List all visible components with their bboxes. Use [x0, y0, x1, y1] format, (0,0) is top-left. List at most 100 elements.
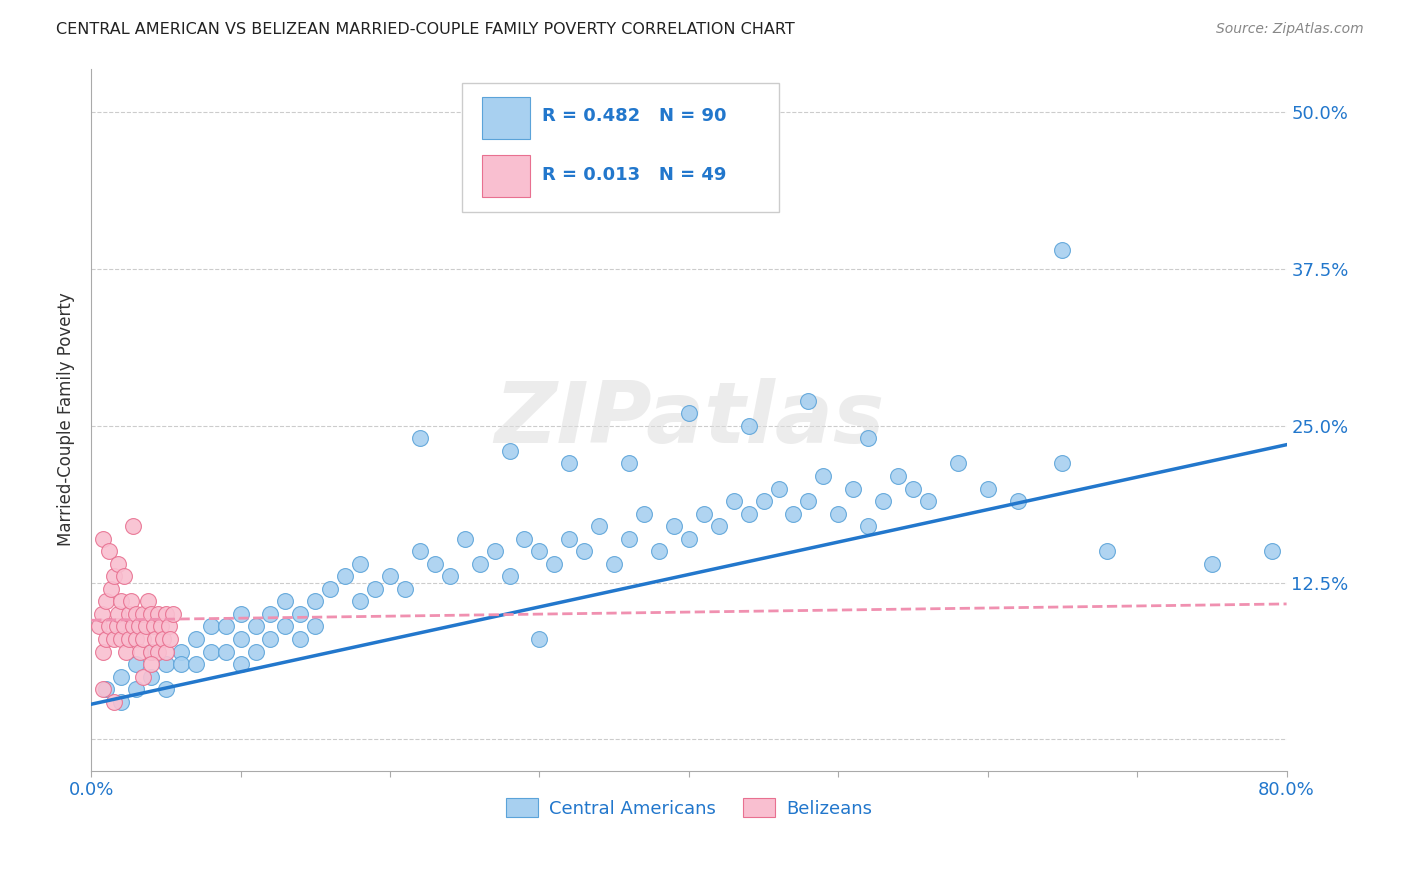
Text: CENTRAL AMERICAN VS BELIZEAN MARRIED-COUPLE FAMILY POVERTY CORRELATION CHART: CENTRAL AMERICAN VS BELIZEAN MARRIED-COU… [56, 22, 794, 37]
Point [125, 682, 148, 697]
Point [588, 519, 610, 533]
Point [132, 670, 155, 684]
Point [139, 657, 162, 672]
Point [290, 607, 312, 621]
Point [114, 644, 136, 658]
Point [259, 607, 281, 621]
Legend: Central Americans, Belizeans: Central Americans, Belizeans [498, 791, 879, 825]
Point [797, 393, 820, 408]
Text: Source: ZipAtlas.com: Source: ZipAtlas.com [1216, 22, 1364, 37]
Point [737, 418, 759, 433]
Point [87, 619, 110, 633]
Point [139, 670, 162, 684]
Point [128, 619, 150, 633]
Point [132, 632, 155, 646]
Point [110, 632, 132, 646]
Point [110, 594, 132, 608]
Point [707, 519, 730, 533]
Point [103, 695, 125, 709]
Point [155, 682, 177, 697]
Point [349, 594, 371, 608]
Point [125, 657, 148, 672]
Point [170, 644, 193, 658]
Point [513, 532, 536, 546]
Point [184, 632, 207, 646]
Point [946, 457, 969, 471]
Point [129, 644, 152, 658]
Point [723, 494, 745, 508]
Point [117, 607, 139, 621]
Point [200, 644, 222, 658]
Point [245, 619, 267, 633]
Point [94, 632, 117, 646]
Point [752, 494, 775, 508]
Point [737, 507, 759, 521]
Point [107, 557, 129, 571]
Point [112, 569, 135, 583]
Point [768, 482, 790, 496]
Point [122, 619, 145, 633]
FancyBboxPatch shape [482, 96, 530, 139]
Point [394, 582, 416, 596]
Point [558, 532, 581, 546]
Point [648, 544, 671, 558]
Point [1097, 544, 1119, 558]
Point [574, 544, 596, 558]
Point [107, 607, 129, 621]
Point [335, 569, 357, 583]
Point [112, 619, 135, 633]
Point [214, 644, 236, 658]
Point [498, 569, 520, 583]
Point [229, 657, 252, 672]
Point [633, 507, 655, 521]
Point [148, 644, 170, 658]
Point [103, 569, 125, 583]
Point [229, 607, 252, 621]
Point [813, 469, 835, 483]
Point [498, 444, 520, 458]
Point [917, 494, 939, 508]
Point [155, 644, 177, 658]
Point [678, 532, 700, 546]
Point [125, 607, 148, 621]
Point [98, 619, 121, 633]
Point [468, 557, 491, 571]
Point [139, 644, 162, 658]
Point [617, 532, 640, 546]
Point [648, 193, 671, 207]
Point [91, 532, 114, 546]
Point [274, 594, 297, 608]
Point [103, 632, 125, 646]
Point [135, 619, 157, 633]
Point [132, 607, 155, 621]
Point [1007, 494, 1029, 508]
Point [121, 594, 143, 608]
Point [98, 544, 121, 558]
Point [797, 494, 820, 508]
Point [110, 670, 132, 684]
Point [91, 682, 114, 697]
Point [245, 644, 267, 658]
Point [148, 607, 170, 621]
Point [90, 607, 112, 621]
Point [170, 657, 193, 672]
Point [91, 644, 114, 658]
Point [1052, 457, 1074, 471]
Point [94, 594, 117, 608]
Point [304, 594, 326, 608]
Text: R = 0.013   N = 49: R = 0.013 N = 49 [541, 166, 727, 184]
Point [139, 607, 162, 621]
Point [1052, 244, 1074, 258]
Point [349, 557, 371, 571]
Point [423, 557, 446, 571]
Point [782, 507, 804, 521]
Point [364, 582, 387, 596]
Point [200, 619, 222, 633]
Point [439, 569, 461, 583]
Point [856, 519, 879, 533]
Point [529, 544, 551, 558]
Point [259, 632, 281, 646]
Point [409, 431, 432, 445]
Point [887, 469, 910, 483]
Point [139, 644, 162, 658]
